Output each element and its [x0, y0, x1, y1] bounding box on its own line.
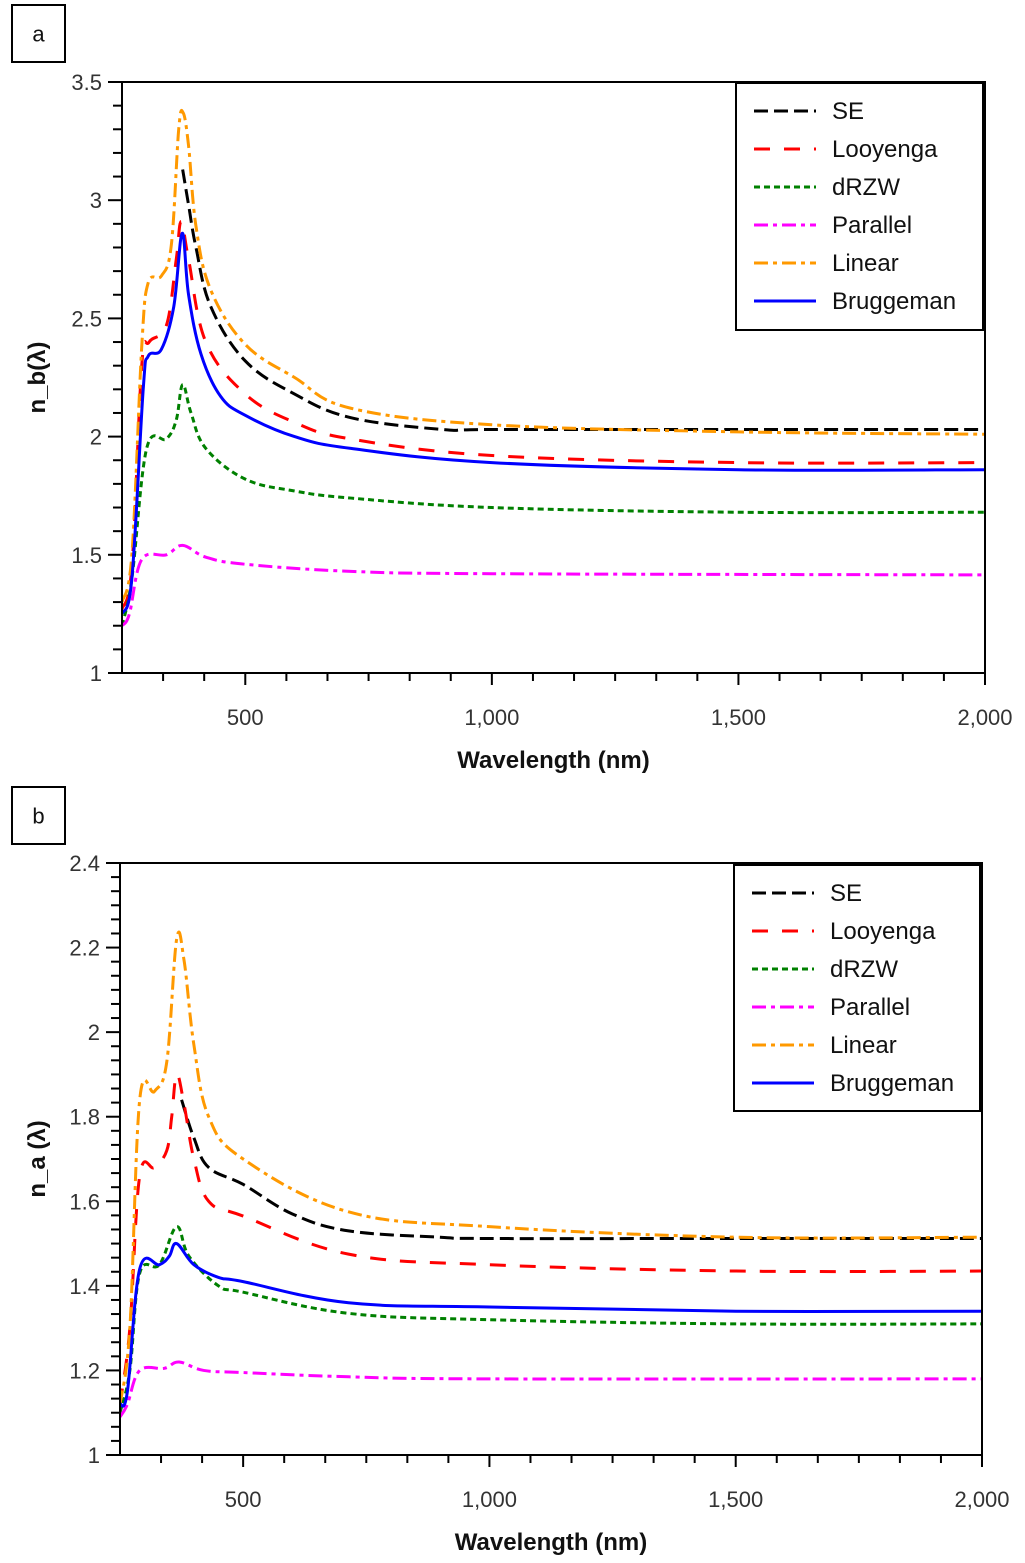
legend-label: Linear — [830, 1032, 897, 1059]
x-tick-label: 500 — [227, 705, 264, 730]
x-tick-label: 1,500 — [708, 1487, 763, 1512]
series-line-bruggeman — [120, 1242, 982, 1408]
x-axis-title: Wavelength (nm) — [457, 747, 649, 774]
y-tick-label: 2 — [90, 425, 102, 450]
legend-item: Parallel — [752, 994, 910, 1021]
legend-item: Looyenga — [752, 918, 936, 945]
series-line-linear — [122, 108, 985, 603]
legend-label: Looyenga — [832, 136, 938, 163]
series-line-se — [181, 169, 985, 432]
series-line-parallel — [120, 1360, 982, 1418]
panel-label-box — [11, 4, 66, 63]
legend-label: Linear — [832, 250, 899, 277]
series-line-se — [180, 1099, 982, 1241]
x-tick-label: 1,000 — [464, 705, 519, 730]
legend-label: Parallel — [830, 994, 910, 1021]
y-tick-label: 2.4 — [69, 851, 100, 876]
y-tick-label: 3.5 — [71, 70, 102, 95]
legend-box — [735, 82, 984, 331]
legend-label: SE — [830, 880, 862, 907]
legend-label: Looyenga — [830, 918, 936, 945]
series-line-drzw — [120, 1225, 982, 1414]
legend-item: Bruggeman — [754, 288, 956, 315]
y-tick-label: 2.5 — [71, 306, 102, 331]
x-tick-label: 1,000 — [462, 1487, 517, 1512]
y-tick-label: 1 — [88, 1443, 100, 1468]
y-tick-label: 1.2 — [69, 1358, 100, 1383]
legend-label: dRZW — [832, 174, 900, 201]
y-axis-title: n_a (λ) — [24, 1120, 51, 1197]
x-tick-label: 2,000 — [957, 705, 1012, 730]
legend-label: Parallel — [832, 212, 912, 239]
y-tick-label: 1.5 — [71, 543, 102, 568]
series-line-linear — [120, 930, 982, 1405]
legend-label: dRZW — [830, 956, 898, 983]
y-tick-label: 1 — [90, 661, 102, 686]
panel-label: b — [32, 804, 44, 829]
plot-frame — [121, 81, 986, 674]
legend-item: SE — [754, 98, 864, 125]
legend-item: Parallel — [754, 212, 912, 239]
legend-item: Looyenga — [754, 136, 938, 163]
series-line-parallel — [122, 543, 985, 627]
legend-item: SE — [752, 880, 862, 907]
legend-item: Bruggeman — [752, 1070, 954, 1097]
y-tick-label: 2 — [88, 1020, 100, 1045]
legend-item: dRZW — [752, 956, 898, 983]
legend-box — [733, 864, 981, 1112]
legend-label: Bruggeman — [830, 1070, 954, 1097]
legend-item: dRZW — [754, 174, 900, 201]
series-line-looyenga — [120, 1072, 982, 1405]
legend-item: Linear — [754, 250, 899, 277]
x-tick-label: 500 — [225, 1487, 262, 1512]
chart-a: a 1 1.5 2 2.5 3 3.5 500 1,000 1,500 2,000 Wavelengt… — [11, 4, 1013, 774]
series-line-drzw — [122, 383, 985, 627]
panel-label: a — [32, 22, 45, 47]
y-tick-label: 1.6 — [69, 1189, 100, 1214]
y-tick-label: 3 — [90, 188, 102, 213]
y-axis-title: n_b(λ) — [24, 342, 51, 414]
legend-label: Bruggeman — [832, 288, 956, 315]
legend: SE Looyenga dRZW Parallel Linear Bruggeman — [733, 864, 981, 1112]
x-tick-label: 1,500 — [711, 705, 766, 730]
chart-b: b 1 1.2 1.4 1.6 1.8 2 2.2 2.4 500 1,000 1,500 2,000 W… — [11, 786, 1010, 1556]
y-tick-label: 2.2 — [69, 936, 100, 961]
panel-label-box — [11, 786, 66, 845]
x-axis-title: Wavelength (nm) — [455, 1529, 647, 1556]
y-tick-label: 1.4 — [69, 1274, 100, 1299]
legend: SE Looyenga dRZW Parallel Linear Bruggeman — [735, 82, 984, 331]
legend-item: Linear — [752, 1032, 897, 1059]
legend-label: SE — [832, 98, 864, 125]
y-tick-label: 1.8 — [69, 1105, 100, 1130]
series-line-bruggeman — [122, 231, 985, 615]
x-tick-label: 2,000 — [954, 1487, 1009, 1512]
